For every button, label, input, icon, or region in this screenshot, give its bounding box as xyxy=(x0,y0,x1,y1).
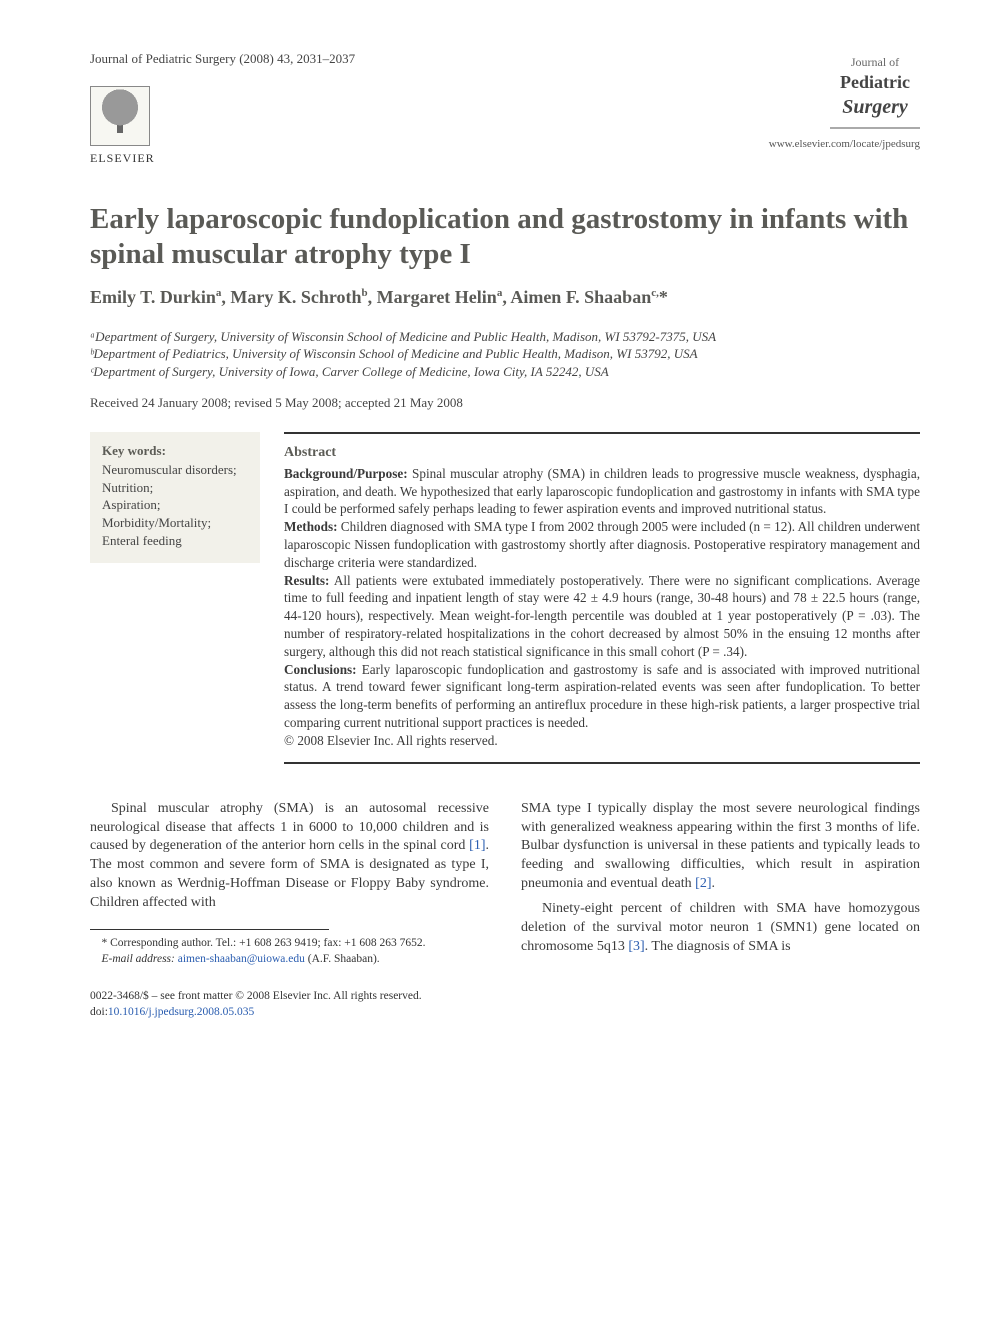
body-paragraph-3: Ninety-eight percent of children with SM… xyxy=(521,900,920,957)
affiliation-a: ᵃDepartment of Surgery, University of Wi… xyxy=(90,328,920,346)
affiliation-b: ᵇDepartment of Pediatrics, University of… xyxy=(90,345,920,363)
journal-name-line2: Surgery xyxy=(840,94,910,121)
column-left: Spinal muscular atrophy (SMA) is an auto… xyxy=(90,800,489,967)
citation-link-1[interactable]: [1] xyxy=(469,838,485,853)
keywords-box: Key words: Neuromuscular disorders;Nutri… xyxy=(90,432,260,563)
doi-line: doi:10.1016/j.jpedsurg.2008.05.035 xyxy=(90,1005,920,1021)
journal-of-label: Journal of xyxy=(840,54,910,70)
column-right: SMA type I typically display the most se… xyxy=(521,800,920,967)
doi-link[interactable]: 10.1016/j.jpedsurg.2008.05.035 xyxy=(108,1006,254,1018)
abstract-box: Abstract Background/Purpose: Spinal musc… xyxy=(284,432,920,764)
email-link[interactable]: aimen-shaaban@uiowa.edu xyxy=(178,953,305,965)
body-paragraph-2: SMA type I typically display the most se… xyxy=(521,800,920,894)
citation-link-3[interactable]: [3] xyxy=(628,939,644,954)
affiliation-c: ᶜDepartment of Surgery, University of Io… xyxy=(90,363,920,381)
journal-title-block: Journal of Pediatric Surgery xyxy=(830,50,920,129)
page-footer: 0022-3468/$ – see front matter © 2008 El… xyxy=(90,989,920,1020)
page-header: Journal of Pediatric Surgery (2008) 43, … xyxy=(90,50,920,166)
journal-name-line1: Pediatric xyxy=(840,70,910,94)
abstract-heading: Abstract xyxy=(284,444,920,463)
copyright-line: 0022-3468/$ – see front matter © 2008 El… xyxy=(90,989,920,1005)
abstract-background: Background/Purpose: Spinal muscular atro… xyxy=(284,465,920,518)
footnote-separator xyxy=(90,929,329,930)
article-dates: Received 24 January 2008; revised 5 May … xyxy=(90,394,920,412)
journal-citation: Journal of Pediatric Surgery (2008) 43, … xyxy=(90,50,547,68)
elsevier-tree-icon xyxy=(90,86,150,146)
journal-url[interactable]: www.elsevier.com/locate/jpedsurg xyxy=(588,137,920,152)
publisher-name: ELSEVIER xyxy=(90,150,155,166)
abstract-results: Results: All patients were extubated imm… xyxy=(284,572,920,661)
authors: Emily T. Durkina, Mary K. Schrothb, Marg… xyxy=(90,285,920,309)
email-footnote: E-mail address: aimen-shaaban@uiowa.edu … xyxy=(90,952,489,968)
keywords-list: Neuromuscular disorders;Nutrition;Aspira… xyxy=(102,461,248,549)
body-columns: Spinal muscular atrophy (SMA) is an auto… xyxy=(90,800,920,967)
publisher-logo: ELSEVIER xyxy=(90,86,547,166)
keywords-title: Key words: xyxy=(102,442,248,460)
article-title: Early laparoscopic fundoplication and ga… xyxy=(90,202,920,272)
abstract-methods: Methods: Children diagnosed with SMA typ… xyxy=(284,518,920,571)
abstract-copyright: © 2008 Elsevier Inc. All rights reserved… xyxy=(284,732,920,750)
citation-link-2[interactable]: [2] xyxy=(695,876,711,891)
abstract-conclusions: Conclusions: Early laparoscopic fundopli… xyxy=(284,661,920,732)
corresponding-author-footnote: * Corresponding author. Tel.: +1 608 263… xyxy=(90,936,489,952)
body-paragraph-1: Spinal muscular atrophy (SMA) is an auto… xyxy=(90,800,489,913)
affiliations: ᵃDepartment of Surgery, University of Wi… xyxy=(90,328,920,381)
